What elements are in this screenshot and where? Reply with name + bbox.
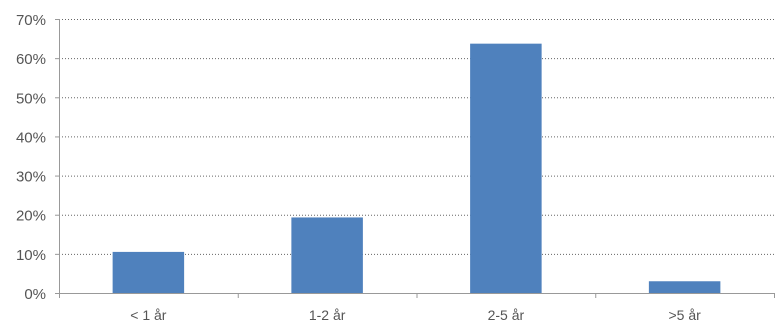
y-tick-label: 10% (16, 247, 46, 264)
x-tick-label: 2-5 år (488, 307, 525, 322)
x-tick-label: 1-2 år (309, 307, 346, 322)
y-tick-labels: 0% 10% 20% 30% 40% 50% 60% 70% (16, 12, 59, 303)
x-tick-labels: < 1 år 1-2 år 2-5 år >5 år (130, 307, 701, 322)
y-tick-label: 0% (24, 286, 46, 303)
y-tick-label: 30% (16, 169, 46, 186)
x-tick-label: < 1 år (130, 307, 167, 322)
axes (59, 19, 775, 298)
bar (112, 251, 185, 293)
x-tick-label: >5 år (668, 307, 701, 322)
bars (112, 43, 721, 293)
y-tick-label: 70% (16, 12, 46, 29)
y-tick-label: 40% (16, 129, 46, 146)
gridlines (59, 19, 774, 255)
bar (470, 43, 542, 293)
y-tick-label: 20% (16, 208, 46, 225)
y-tick-label: 60% (16, 51, 46, 68)
bar (291, 217, 363, 293)
bar (648, 281, 721, 293)
y-tick-label: 50% (16, 90, 46, 107)
